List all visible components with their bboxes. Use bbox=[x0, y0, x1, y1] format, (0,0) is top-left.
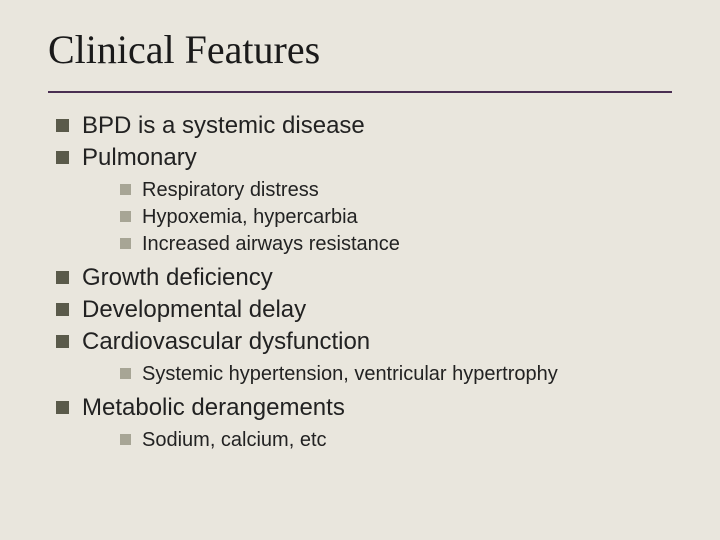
sub-bullet-list: Systemic hypertension, ventricular hyper… bbox=[82, 361, 672, 387]
list-item-text: Growth deficiency bbox=[82, 264, 273, 291]
list-item: Developmental delay bbox=[54, 295, 672, 325]
slide-title: Clinical Features bbox=[48, 22, 672, 85]
list-item-text: Developmental delay bbox=[82, 296, 306, 323]
list-item-text: Sodium, calcium, etc bbox=[142, 429, 327, 451]
list-item: Growth deficiency bbox=[54, 263, 672, 293]
list-item-text: Increased airways resistance bbox=[142, 233, 400, 255]
list-item-text: Hypoxemia, hypercarbia bbox=[142, 206, 358, 228]
list-item-text: Cardiovascular dysfunction bbox=[82, 328, 370, 355]
sub-bullet-list: Respiratory distress Hypoxemia, hypercar… bbox=[82, 177, 672, 257]
list-item: Metabolic derangements Sodium, calcium, … bbox=[54, 393, 672, 453]
title-underline bbox=[48, 91, 672, 93]
bullet-list: BPD is a systemic disease Pulmonary Resp… bbox=[48, 111, 672, 453]
list-item-text: Pulmonary bbox=[82, 144, 197, 171]
list-item-text: BPD is a systemic disease bbox=[82, 112, 365, 139]
slide: Clinical Features BPD is a systemic dise… bbox=[0, 0, 720, 540]
list-item: Cardiovascular dysfunction Systemic hype… bbox=[54, 327, 672, 387]
sub-bullet-list: Sodium, calcium, etc bbox=[82, 427, 672, 453]
list-item: Sodium, calcium, etc bbox=[118, 427, 672, 453]
list-item: Systemic hypertension, ventricular hyper… bbox=[118, 361, 672, 387]
list-item-text: Metabolic derangements bbox=[82, 394, 345, 421]
list-item: Increased airways resistance bbox=[118, 231, 672, 257]
list-item-text: Systemic hypertension, ventricular hyper… bbox=[142, 363, 558, 385]
list-item: BPD is a systemic disease bbox=[54, 111, 672, 141]
list-item: Respiratory distress bbox=[118, 177, 672, 203]
list-item: Hypoxemia, hypercarbia bbox=[118, 204, 672, 230]
list-item-text: Respiratory distress bbox=[142, 179, 319, 201]
list-item: Pulmonary Respiratory distress Hypoxemia… bbox=[54, 143, 672, 257]
